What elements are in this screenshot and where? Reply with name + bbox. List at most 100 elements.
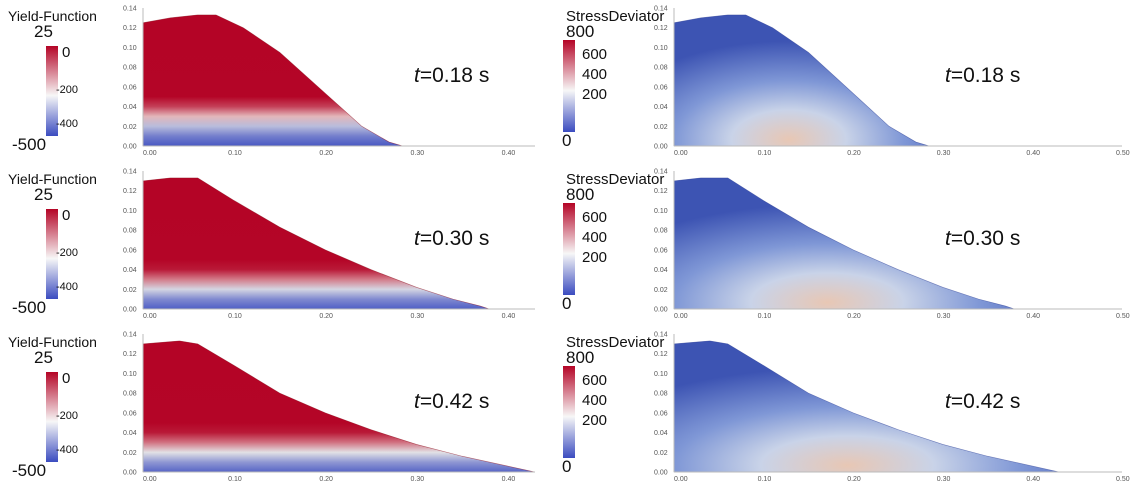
legend-tick: -400 bbox=[56, 118, 78, 130]
y-tick-label: 0.02 bbox=[123, 450, 137, 457]
time-symbol: t bbox=[945, 227, 952, 250]
x-tick-label: 0.00 bbox=[143, 313, 157, 320]
legend-tick: 0 bbox=[62, 44, 70, 61]
y-tick-label: 0.02 bbox=[654, 450, 668, 457]
x-tick-label: 0.10 bbox=[758, 150, 772, 157]
time-value: =0.42 s bbox=[420, 390, 489, 413]
time-value: =0.30 s bbox=[951, 227, 1020, 250]
y-tick-label: 0.06 bbox=[123, 410, 137, 417]
y-tick-label: 0.08 bbox=[123, 228, 137, 235]
y-tick-label: 0.06 bbox=[654, 84, 668, 91]
heap-outline bbox=[673, 14, 930, 147]
y-tick-label: 0.12 bbox=[123, 351, 137, 358]
y-tick-label: 0.12 bbox=[654, 188, 668, 195]
legend-tick: 200 bbox=[582, 86, 607, 103]
time-symbol: t bbox=[414, 227, 421, 250]
y-tick-label: 0.00 bbox=[654, 144, 668, 151]
legend-title: Yield-Function bbox=[8, 334, 97, 350]
y-tick-label: 0.08 bbox=[654, 391, 668, 398]
legend-min: 0 bbox=[562, 457, 571, 476]
legend-title: StressDeviator bbox=[566, 8, 664, 25]
x-tick-label: 0.30 bbox=[937, 313, 951, 320]
legend-tick: 200 bbox=[582, 412, 607, 429]
y-tick-label: 0.06 bbox=[123, 247, 137, 254]
y-tick-label: 0.00 bbox=[123, 307, 137, 314]
y-tick-label: 0.02 bbox=[123, 124, 137, 131]
time-symbol: t bbox=[414, 64, 421, 87]
time-annotation: t=0.18 s bbox=[414, 64, 489, 87]
legend-tick: 400 bbox=[582, 229, 607, 246]
y-tick-label: 0.10 bbox=[123, 371, 137, 378]
x-tick-label: 0.30 bbox=[410, 150, 424, 157]
y-tick-label: 0.14 bbox=[123, 169, 137, 176]
legend-title: StressDeviator bbox=[566, 334, 664, 351]
x-tick-label: 0.50 bbox=[1116, 150, 1130, 157]
legend-min: -500 bbox=[12, 461, 46, 480]
time-annotation: t=0.42 s bbox=[945, 390, 1020, 413]
x-tick-label: 0.10 bbox=[228, 150, 242, 157]
legend-min: -500 bbox=[12, 135, 46, 154]
legend-tick: 0 bbox=[62, 207, 70, 224]
colorbar bbox=[46, 46, 58, 136]
y-tick-label: 0.00 bbox=[123, 470, 137, 477]
heap-outline bbox=[673, 177, 1015, 310]
time-value: =0.30 s bbox=[420, 227, 489, 250]
x-tick-label: 0.00 bbox=[143, 150, 157, 157]
legend-tick: -200 bbox=[56, 84, 78, 96]
y-tick-label: 0.14 bbox=[654, 169, 668, 176]
x-tick-label: 0.10 bbox=[758, 476, 772, 483]
x-tick-label: 0.20 bbox=[319, 150, 333, 157]
x-tick-label: 0.30 bbox=[937, 476, 951, 483]
y-tick-label: 0.14 bbox=[654, 6, 668, 13]
y-tick-label: 0.04 bbox=[123, 104, 137, 111]
y-tick-label: 0.06 bbox=[654, 410, 668, 417]
x-tick-label: 0.50 bbox=[1116, 476, 1130, 483]
time-value: =0.42 s bbox=[951, 390, 1020, 413]
x-tick-label: 0.20 bbox=[319, 313, 333, 320]
y-tick-label: 0.08 bbox=[123, 391, 137, 398]
x-tick-label: 0.40 bbox=[502, 313, 516, 320]
legend-max: 800 bbox=[566, 185, 594, 204]
legend-max: 25 bbox=[34, 348, 53, 367]
legend-max: 25 bbox=[34, 185, 53, 204]
x-tick-label: 0.30 bbox=[937, 150, 951, 157]
heap-outline bbox=[673, 340, 1060, 473]
legend-tick: 400 bbox=[582, 392, 607, 409]
y-tick-label: 0.04 bbox=[123, 267, 137, 274]
x-tick-label: 0.20 bbox=[319, 476, 333, 483]
y-tick-label: 0.10 bbox=[654, 371, 668, 378]
y-tick-label: 0.02 bbox=[654, 124, 668, 131]
legend-title: Yield-Function bbox=[8, 8, 97, 24]
x-tick-label: 0.40 bbox=[1026, 150, 1040, 157]
legend-max: 25 bbox=[34, 22, 53, 41]
colorbar bbox=[563, 203, 575, 295]
time-annotation: t=0.18 s bbox=[945, 64, 1020, 87]
y-tick-label: 0.00 bbox=[654, 307, 668, 314]
legend-tick: -400 bbox=[56, 281, 78, 293]
heap-outline bbox=[142, 14, 403, 147]
y-tick-label: 0.14 bbox=[123, 332, 137, 339]
legend-tick: -200 bbox=[56, 247, 78, 259]
legend-min: -500 bbox=[12, 298, 46, 317]
y-tick-label: 0.08 bbox=[123, 65, 137, 72]
colorbar bbox=[46, 372, 58, 462]
legend-tick: 600 bbox=[582, 46, 607, 63]
y-tick-label: 0.08 bbox=[654, 65, 668, 72]
x-tick-label: 0.10 bbox=[758, 313, 772, 320]
colorbar bbox=[563, 366, 575, 458]
legend-tick: 400 bbox=[582, 66, 607, 83]
time-annotation: t=0.30 s bbox=[945, 227, 1020, 250]
y-tick-label: 0.00 bbox=[123, 144, 137, 151]
time-symbol: t bbox=[414, 390, 421, 413]
legend-max: 800 bbox=[566, 22, 594, 41]
legend-title: StressDeviator bbox=[566, 171, 664, 188]
x-tick-label: 0.00 bbox=[674, 313, 688, 320]
y-tick-label: 0.12 bbox=[654, 25, 668, 32]
y-tick-label: 0.10 bbox=[654, 45, 668, 52]
x-tick-label: 0.40 bbox=[1026, 476, 1040, 483]
legend-tick: 600 bbox=[582, 372, 607, 389]
